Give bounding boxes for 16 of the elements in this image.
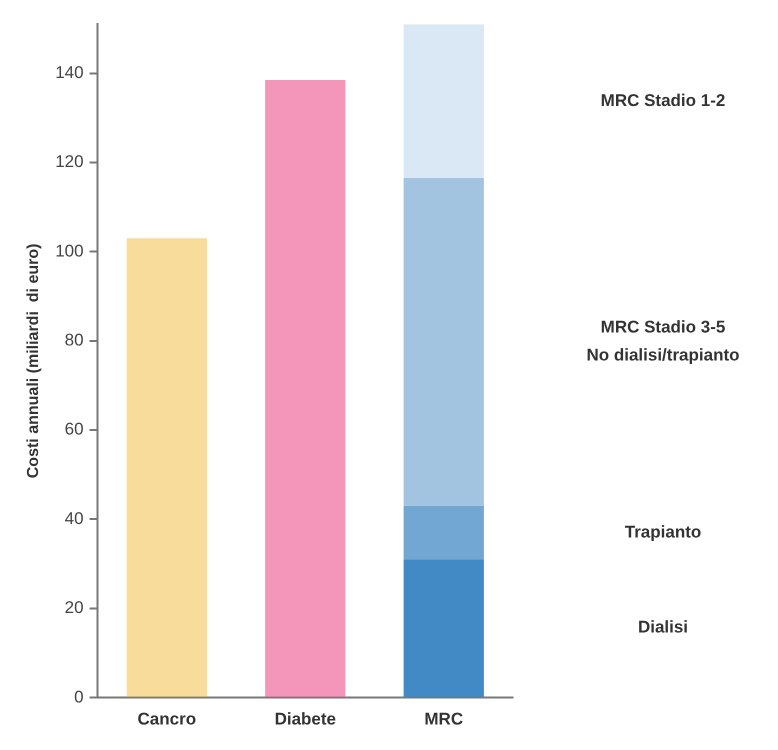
y-tick-label: 80 bbox=[64, 330, 84, 350]
y-tick-label: 0 bbox=[74, 687, 84, 706]
y-tick-label: 100 bbox=[55, 241, 84, 260]
x-tick-label: Cancro bbox=[138, 709, 196, 728]
x-tick-label: Diabete bbox=[274, 709, 336, 728]
text: MRC Stadio 3-5 No dialisi/trapianto bbox=[586, 318, 740, 365]
y-axis-title: Costi annuali (miliardi di euro) bbox=[25, 244, 42, 478]
y-tick-label: 40 bbox=[64, 508, 84, 528]
x-tick-label: MRC bbox=[424, 709, 464, 728]
text: Dialisi bbox=[638, 618, 688, 637]
y-tick-label: 60 bbox=[64, 420, 84, 439]
y-tick-label: 140 bbox=[55, 62, 84, 82]
text: MRC Stadio 1-2 bbox=[600, 90, 726, 110]
text: Trapianto bbox=[624, 522, 702, 542]
y-tick-label: 20 bbox=[64, 598, 84, 618]
y-tick-label: 120 bbox=[55, 152, 84, 172]
